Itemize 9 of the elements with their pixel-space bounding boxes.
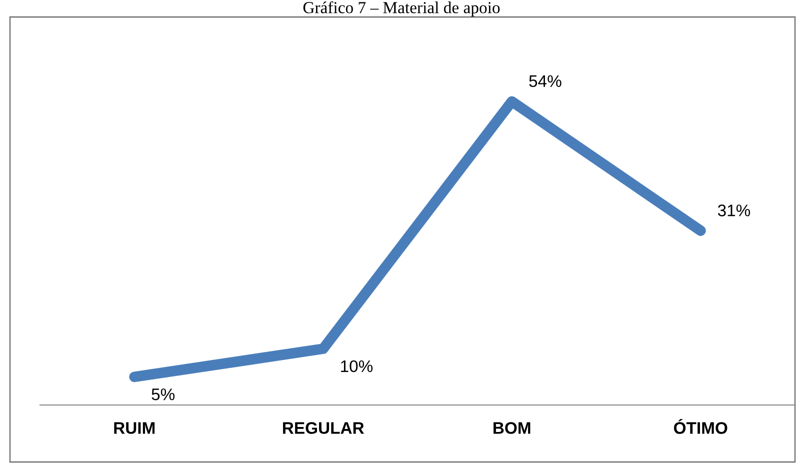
data-label: 5% (152, 388, 175, 400)
x-tick-label: RUIM (114, 422, 155, 434)
x-tick-label: ÓTIMO (674, 418, 728, 434)
chart-title: Gráfico 7 – Material de apoio (303, 1, 500, 17)
x-tick-label: BOM (494, 422, 530, 434)
data-label: 10% (341, 360, 373, 372)
data-label: 54% (529, 75, 562, 88)
data-label: 31% (718, 204, 750, 216)
x-tick-label: REGULAR (283, 422, 364, 434)
